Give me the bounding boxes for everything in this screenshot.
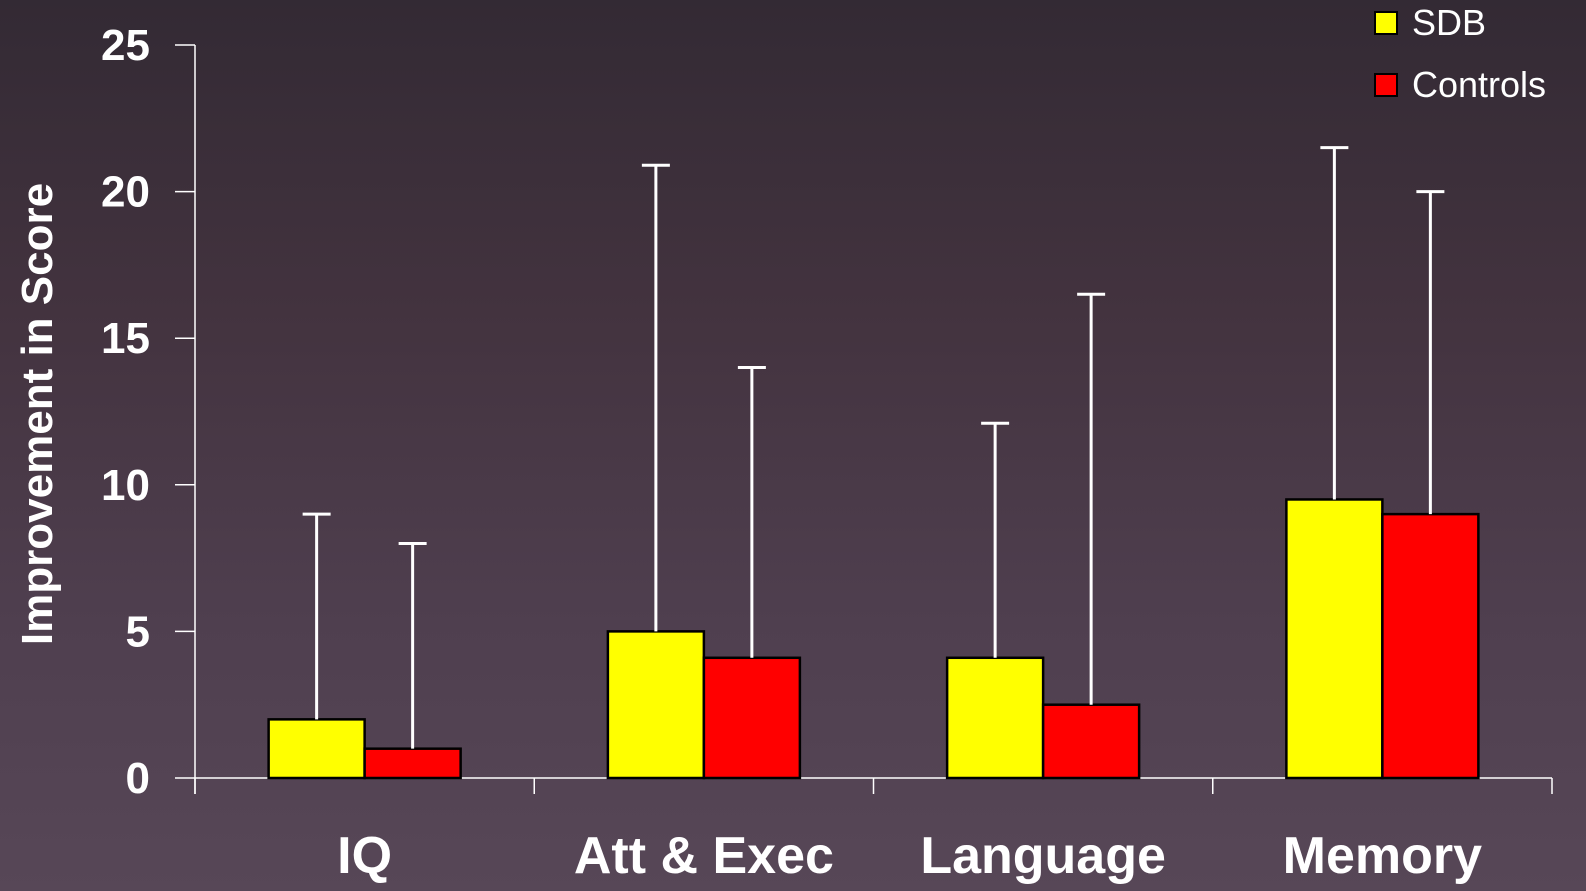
category-label: Att & Exec — [574, 827, 834, 885]
x-axis — [194, 777, 1553, 794]
bar-sdb-2 — [945, 656, 1045, 780]
y-tick-label: 20 — [101, 168, 150, 217]
y-tick-label: 5 — [126, 607, 150, 656]
category-labels: IQ Att & Exec Language Memory — [337, 827, 1482, 885]
bar-controls-2 — [1041, 703, 1141, 780]
bar-controls-1 — [702, 656, 802, 780]
bar-controls-0 — [363, 747, 462, 780]
category-label: Language — [920, 827, 1166, 885]
y-tick-label: 15 — [101, 314, 150, 363]
bar-sdb-3 — [1285, 498, 1384, 780]
y-axis: 0 5 10 15 20 25 — [101, 21, 196, 803]
category-label: Memory — [1283, 827, 1482, 885]
legend-swatch-sdb — [1374, 11, 1398, 35]
error-bars — [302, 146, 1445, 749]
legend: SDB Controls — [1374, 2, 1546, 105]
y-tick-label: 0 — [126, 754, 150, 803]
y-tick-label: 25 — [101, 21, 150, 70]
bars — [267, 498, 1480, 780]
legend-label-controls: Controls — [1412, 64, 1546, 105]
category-label: IQ — [337, 827, 392, 885]
bar-sdb-1 — [606, 630, 706, 780]
bar-sdb-0 — [267, 718, 366, 780]
legend-swatch-controls — [1374, 73, 1398, 97]
y-tick-label: 10 — [101, 461, 150, 510]
y-axis-label: Improvement in Score — [13, 183, 62, 645]
bar-controls-3 — [1381, 512, 1480, 780]
legend-label-sdb: SDB — [1412, 2, 1486, 43]
